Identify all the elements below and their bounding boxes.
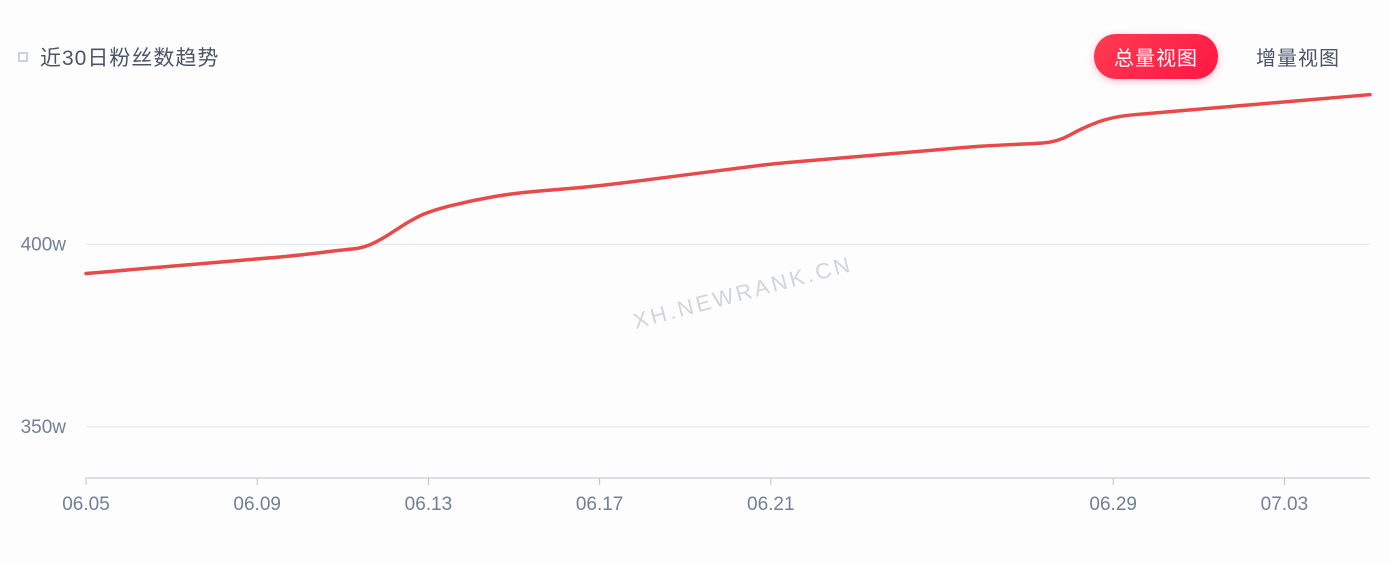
x-axis-label: 06.05 — [62, 494, 110, 515]
total-view-button[interactable]: 总量视图 — [1094, 34, 1218, 79]
title-group: 近30日粉丝数趋势 — [18, 42, 219, 72]
chart-header: 近30日粉丝数趋势 总量视图 增量视图 — [18, 34, 1360, 79]
line-chart-svg: 350w 400w 06.05 06.09 06.13 06.17 06.21 06.29 07… — [0, 80, 1390, 560]
chart-title: 近30日粉丝数趋势 — [40, 42, 219, 72]
view-toggle: 总量视图 增量视图 — [1094, 34, 1360, 79]
x-axis-label: 06.29 — [1089, 494, 1137, 515]
legend-square-icon — [18, 52, 28, 62]
chart-area: 350w 400w 06.05 06.09 06.13 06.17 06.21 06.29 07… — [0, 80, 1390, 560]
x-axis-label: 06.09 — [233, 494, 281, 515]
y-axis-label: 400w — [21, 234, 67, 255]
x-axis-label: 07.03 — [1261, 494, 1309, 515]
data-line — [86, 95, 1370, 274]
increment-view-button[interactable]: 增量视图 — [1236, 34, 1360, 79]
x-axis-label: 06.21 — [747, 494, 795, 515]
y-axis-label: 350w — [21, 417, 67, 438]
x-axis-label: 06.17 — [576, 494, 624, 515]
x-axis-label: 06.13 — [405, 494, 453, 515]
